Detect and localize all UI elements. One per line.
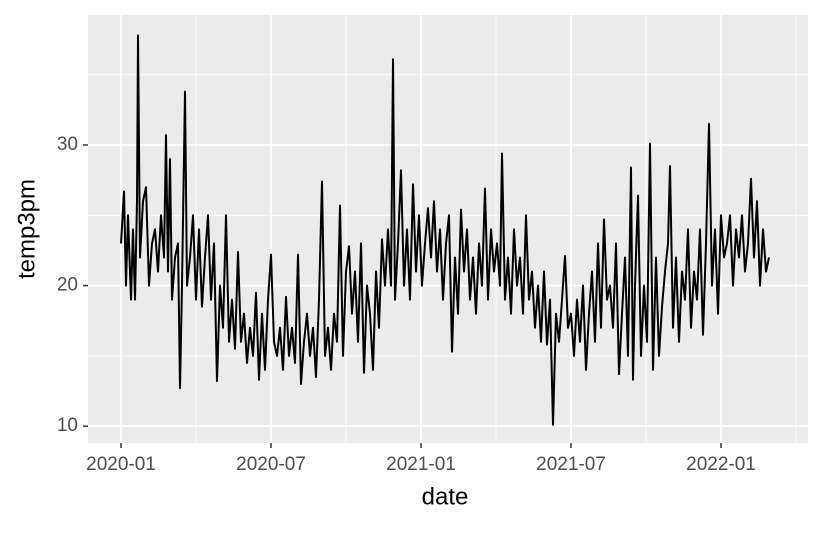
y-tick-label: 10 <box>57 415 78 436</box>
x-axis-title: date <box>422 483 469 510</box>
x-tick-label: 2021-01 <box>386 454 456 475</box>
x-tick-label: 2021-07 <box>536 454 606 475</box>
x-tick-label: 2020-07 <box>236 454 306 475</box>
y-tick-label: 20 <box>57 275 78 296</box>
y-axis-title: temp3pm <box>13 179 40 279</box>
data-line <box>120 34 770 426</box>
y-tick-label: 30 <box>57 134 78 155</box>
x-tick-label: 2022-01 <box>686 454 756 475</box>
x-tick-label: 2020-01 <box>86 454 156 475</box>
